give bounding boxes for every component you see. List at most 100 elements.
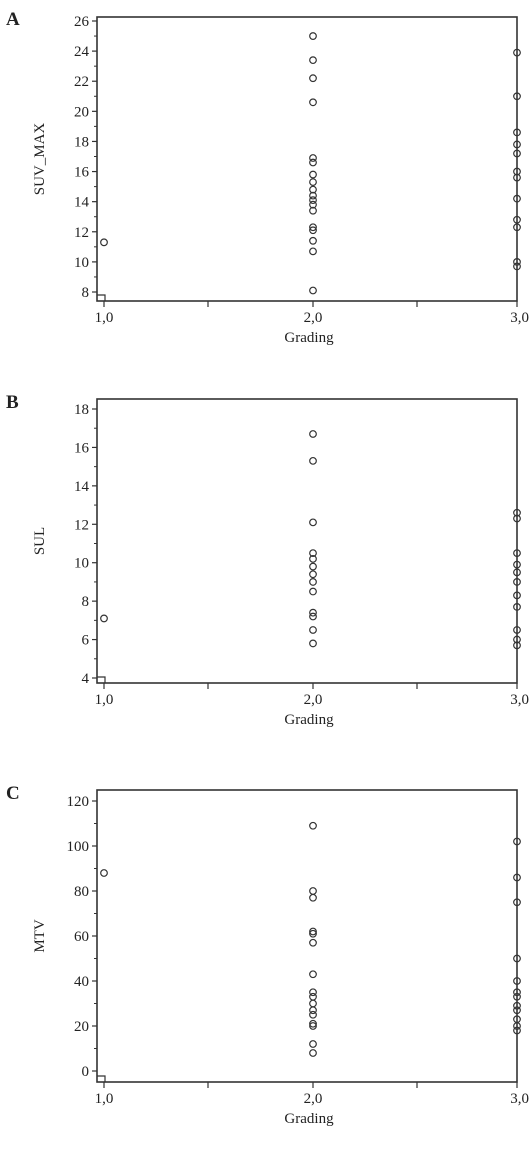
data-point — [513, 257, 521, 266]
data-point — [513, 262, 521, 271]
y-tick-label: 18 — [74, 402, 89, 418]
y-tick-label: 120 — [67, 794, 90, 810]
data-point — [309, 578, 317, 586]
corner-mark — [97, 676, 106, 683]
x-tick-label: 3,0 — [510, 310, 529, 326]
data-point — [309, 1010, 317, 1019]
data-point — [513, 92, 521, 101]
y-tick-label: 100 — [67, 839, 90, 855]
x-axis-title: Grading — [284, 1111, 334, 1127]
y-tick-label: 14 — [74, 195, 90, 211]
data-point — [513, 194, 521, 203]
data-point — [513, 173, 521, 182]
data-point — [309, 1049, 317, 1057]
data-point — [309, 893, 317, 902]
data-point — [513, 215, 521, 224]
data-point — [513, 873, 521, 882]
data-point — [513, 954, 521, 963]
data-point — [309, 549, 317, 558]
data-point — [309, 1022, 317, 1030]
data-point — [309, 206, 317, 215]
y-tick-label: 6 — [82, 633, 90, 649]
corner-mark — [97, 294, 106, 301]
data-point — [513, 988, 521, 997]
data-point — [309, 587, 317, 596]
data-point — [309, 1040, 317, 1048]
data-point — [309, 639, 317, 648]
y-axis-title: SUL — [32, 527, 48, 555]
data-point — [309, 612, 317, 621]
data-point — [309, 570, 317, 579]
data-point — [309, 226, 317, 235]
y-axis-title: MTV — [32, 919, 48, 953]
x-axis-title: Grading — [284, 330, 334, 346]
y-tick-label: 26 — [74, 14, 90, 30]
data-point — [513, 591, 521, 600]
y-tick-label: 20 — [74, 104, 89, 120]
x-tick-label: 1,0 — [95, 692, 114, 708]
y-tick-label: 60 — [74, 929, 89, 945]
data-point — [309, 626, 317, 634]
y-tick-label: 20 — [74, 1019, 89, 1035]
x-tick-label: 3,0 — [510, 692, 529, 708]
data-point — [513, 223, 521, 232]
data-point — [309, 608, 317, 617]
data-point — [513, 1026, 521, 1035]
data-point — [513, 1001, 521, 1010]
chart-panel-b: B 4 6 8 10 12 14 16 18 1,0 2,0 3,0 Grading SUL — [6, 392, 529, 728]
y-tick-label: 0 — [82, 1064, 90, 1080]
y-tick-label: 8 — [82, 594, 90, 610]
data-point — [513, 977, 521, 985]
data-point — [309, 430, 317, 438]
y-tick-label: 18 — [74, 134, 89, 150]
data-point — [513, 48, 521, 57]
data-point — [309, 988, 317, 997]
x-tick-label: 2,0 — [304, 1091, 323, 1107]
data-point — [100, 238, 108, 247]
data-point — [513, 514, 521, 523]
data-point — [309, 1006, 317, 1015]
data-point — [513, 837, 521, 846]
y-tick-label: 12 — [74, 517, 89, 533]
x-tick-label: 2,0 — [304, 310, 323, 326]
y-tick-label: 22 — [74, 74, 89, 90]
plot-frame — [96, 16, 518, 302]
data-point — [513, 128, 521, 137]
data-point — [309, 170, 317, 179]
y-tick-label: 40 — [74, 974, 89, 990]
plot-frame — [96, 789, 518, 1083]
x-axis-title: Grading — [284, 712, 334, 728]
data-point — [513, 1006, 521, 1015]
data-point — [309, 223, 317, 232]
data-point — [309, 938, 317, 947]
panel-label: B — [6, 392, 19, 413]
chart-panel-a: A 8 10 12 14 16 18 20 22 24 26 1,0 2,0 3,0 Grading SUV_… — [6, 9, 529, 346]
y-tick-label: 24 — [74, 44, 90, 60]
data-point — [513, 578, 521, 586]
data-point — [309, 32, 317, 40]
y-tick-label: 16 — [74, 165, 90, 181]
data-point — [513, 898, 521, 907]
data-point — [513, 140, 521, 149]
data-point — [309, 236, 317, 245]
data-point — [100, 614, 108, 623]
y-tick-label: 10 — [74, 255, 89, 271]
data-point — [100, 869, 108, 877]
data-point — [513, 603, 521, 611]
data-point — [309, 999, 317, 1008]
data-point — [309, 456, 317, 465]
corner-mark — [97, 1075, 106, 1082]
data-point — [309, 158, 317, 167]
data-point — [309, 970, 317, 979]
x-tick-label: 2,0 — [304, 692, 323, 708]
y-tick-label: 10 — [74, 556, 89, 572]
y-tick-label: 12 — [74, 225, 89, 241]
data-point — [513, 549, 521, 558]
panel-label: A — [6, 9, 20, 30]
data-point — [513, 992, 521, 1001]
data-point — [309, 821, 317, 830]
x-tick-label: 1,0 — [95, 1091, 114, 1107]
data-point — [513, 635, 521, 644]
data-point — [513, 149, 521, 158]
